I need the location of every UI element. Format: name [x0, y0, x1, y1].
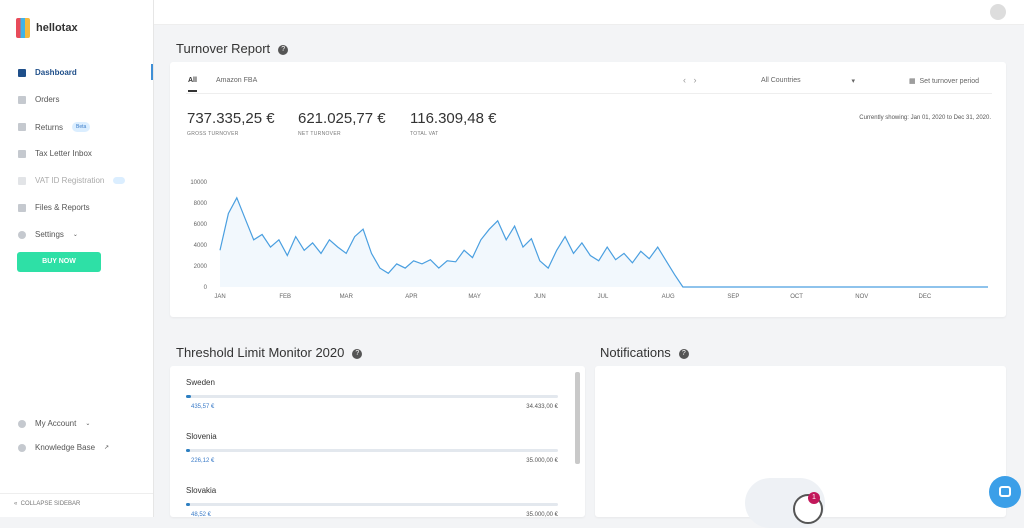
- nav-item[interactable]: My Account ⌄: [18, 419, 90, 428]
- divider: [186, 93, 992, 94]
- notifications-card: 1: [595, 366, 1006, 528]
- stat: 116.309,48 € TOTAL VAT: [410, 110, 496, 137]
- x-tick-label: MAR: [340, 294, 354, 300]
- title-text: Turnover Report: [176, 41, 271, 56]
- y-tick-label: 6000: [194, 222, 208, 228]
- progress-track: [186, 449, 558, 452]
- nav-label: Dashboard: [35, 68, 77, 77]
- nav-item[interactable]: Orders: [18, 95, 59, 104]
- collapse-label: COLLAPSE SIDEBAR: [20, 501, 81, 507]
- limit-value: 34.433,00 €: [526, 404, 558, 410]
- buy-now-button[interactable]: BUY NOW: [17, 252, 101, 272]
- badge: Beta: [72, 122, 91, 132]
- tab[interactable]: Amazon FBA: [216, 77, 258, 84]
- nav-item[interactable]: Dashboard: [18, 68, 77, 77]
- current-value: 435,57 €: [191, 404, 215, 410]
- x-tick-label: SEP: [727, 294, 739, 300]
- nav-item[interactable]: Returns Beta: [18, 122, 91, 132]
- limit-value: 35.000,00 €: [526, 458, 558, 464]
- turnover-chart: 0 2000 4000 6000 8000 10000 JAN FEB MAR APR MAY JUN…: [190, 180, 988, 300]
- select-text: All Countries: [761, 77, 801, 84]
- y-tick-label: 2000: [194, 264, 208, 270]
- progress-track: [186, 503, 558, 506]
- progress-bar: [186, 395, 191, 398]
- stat: 621.025,77 € NET TURNOVER: [298, 110, 386, 137]
- current-value: 48,52 €: [191, 512, 212, 517]
- x-tick-label: AUG: [662, 294, 675, 300]
- nav-label: Orders: [35, 95, 60, 104]
- nav-label: VAT ID Registration: [35, 176, 105, 185]
- stat-value: 621.025,77 €: [298, 110, 386, 127]
- nav-item[interactable]: Settings ⌄: [18, 230, 78, 239]
- period-button[interactable]: ▦ Set turnover period: [909, 78, 980, 85]
- title-text: Threshold Limit Monitor 2020: [176, 345, 345, 360]
- period-text: Set turnover period: [919, 78, 980, 85]
- area: [220, 197, 988, 287]
- x-tick-label: OCT: [790, 294, 803, 300]
- country-select[interactable]: All Countries ▾: [761, 77, 855, 85]
- topbar: [154, 0, 1024, 25]
- nav-item[interactable]: Knowledge Base ↗: [18, 443, 109, 452]
- x-tick-label: FEB: [279, 294, 291, 300]
- logo-icon: [16, 18, 30, 38]
- stat: 737.335,25 € GROSS TURNOVER: [187, 110, 275, 137]
- stat-label: NET TURNOVER: [298, 131, 341, 137]
- nav-label: Files & Reports: [35, 203, 90, 212]
- active-indicator: [151, 64, 153, 80]
- avatar[interactable]: [990, 4, 1006, 20]
- x-tick-label: APR: [405, 294, 418, 300]
- section-title: Notifications?: [600, 345, 689, 360]
- stat-label: GROSS TURNOVER: [187, 131, 239, 137]
- progress-bar: [186, 503, 190, 506]
- logo: hellotax: [36, 22, 78, 34]
- tab[interactable]: All: [188, 77, 197, 92]
- collapse-sidebar[interactable]: « COLLAPSE SIDEBAR: [14, 501, 81, 507]
- prev-next[interactable]: ‹ ›: [683, 75, 697, 85]
- scrollbar: [575, 372, 580, 464]
- nav-label: Returns: [35, 122, 64, 132]
- y-tick-label: 4000: [194, 243, 208, 249]
- section-title: Turnover Report?: [176, 41, 289, 56]
- x-tick-label: JAN: [214, 294, 225, 300]
- notification-badge: 1: [808, 492, 820, 504]
- stat-value: 116.309,48 €: [410, 110, 497, 127]
- chat-button[interactable]: [989, 476, 1021, 508]
- stat-value: 737.335,25 €: [187, 110, 275, 127]
- limit-value: 35.000,00 €: [526, 512, 558, 517]
- section-title: Threshold Limit Monitor 2020?: [176, 345, 363, 360]
- country-name: Slovakia: [186, 486, 217, 495]
- country-name: Slovenia: [186, 432, 217, 441]
- x-tick-label: NOV: [855, 294, 868, 300]
- x-tick-label: JUN: [534, 294, 546, 300]
- current-value: 226,12 €: [191, 458, 215, 464]
- nav-label: Settings: [35, 230, 64, 239]
- title-text: Notifications: [600, 345, 671, 360]
- threshold-card: Sweden 435,57 € 34.433,00 € Slovenia 226,12 …: [170, 366, 585, 517]
- line: [219, 196, 988, 288]
- sidebar: hellotax Dashboard Orders Returns Beta Ta…: [0, 0, 154, 517]
- date-range: Currently showing: Jan 01, 2020 to Dec 3…: [859, 115, 991, 121]
- nav-item[interactable]: Tax Letter Inbox: [18, 149, 92, 158]
- turnover-card: [170, 62, 1006, 317]
- progress-bar: [186, 449, 190, 452]
- stat-label: TOTAL VAT: [410, 131, 439, 137]
- nav-item: VAT ID Registration: [18, 176, 126, 185]
- x-tick-label: JUL: [598, 294, 609, 300]
- progress-track: [186, 395, 558, 398]
- nav-label: Tax Letter Inbox: [35, 149, 92, 158]
- y-tick-label: 8000: [194, 201, 208, 207]
- divider: [0, 493, 153, 494]
- country-name: Sweden: [186, 378, 215, 387]
- y-tick-label: 10000: [190, 180, 207, 186]
- y-tick-label: 0: [204, 285, 208, 291]
- x-tick-label: MAY: [468, 294, 481, 300]
- nav-label: My Account: [35, 419, 77, 428]
- x-tick-label: DEC: [919, 294, 932, 300]
- nav-label: Knowledge Base: [35, 443, 96, 452]
- nav-item[interactable]: Files & Reports: [18, 203, 90, 212]
